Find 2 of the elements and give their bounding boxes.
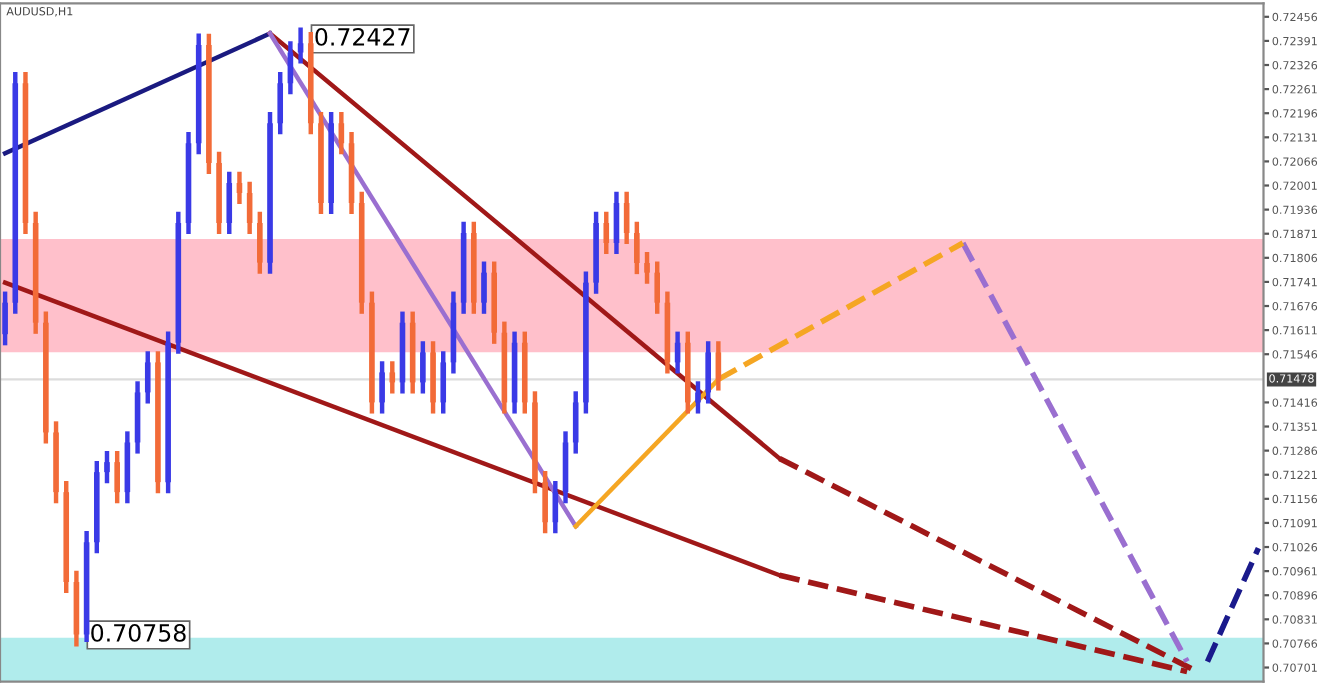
annotation: 0.72427 bbox=[315, 27, 410, 46]
annotation: 0.70758 bbox=[91, 623, 186, 642]
